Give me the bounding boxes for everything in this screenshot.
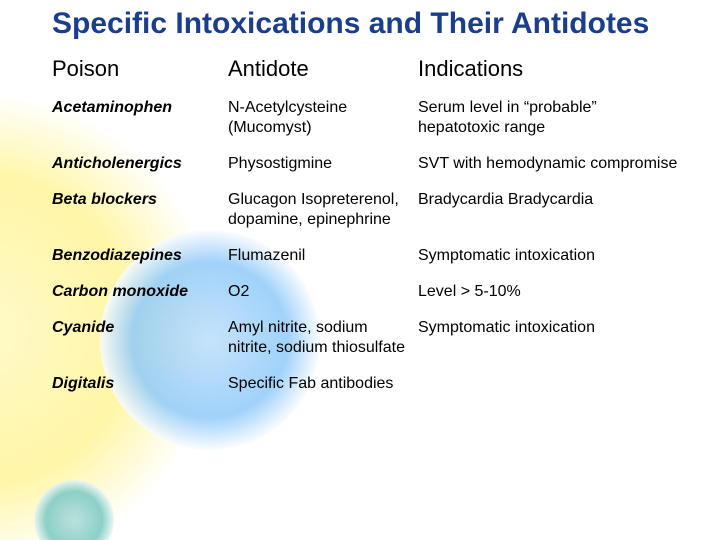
table-header-row: Poison Antidote Indications <box>52 52 692 92</box>
indication-cell <box>418 368 692 404</box>
antidote-cell: Specific Fab antibodies <box>228 368 418 404</box>
poison-cell: Benzodiazepines <box>52 240 228 276</box>
antidote-cell: O2 <box>228 276 418 312</box>
poison-cell: Beta blockers <box>52 184 228 240</box>
table-row: Acetaminophen N-Acetylcysteine (Mucomyst… <box>52 92 692 148</box>
poison-cell: Acetaminophen <box>52 92 228 148</box>
table-row: Digitalis Specific Fab antibodies <box>52 368 692 404</box>
table-row: Benzodiazepines Flumazenil Symptomatic i… <box>52 240 692 276</box>
table-row: Beta blockers Glucagon Isopreterenol, do… <box>52 184 692 240</box>
indication-cell: Bradycardia Bradycardia <box>418 184 692 240</box>
antidote-cell: N-Acetylcysteine (Mucomyst) <box>228 92 418 148</box>
antidote-cell: Amyl nitrite, sodium nitrite, sodium thi… <box>228 312 418 368</box>
antidote-cell: Glucagon Isopreterenol, dopamine, epinep… <box>228 184 418 240</box>
antidote-cell: Flumazenil <box>228 240 418 276</box>
indication-cell: Symptomatic intoxication <box>418 240 692 276</box>
table-row: Cyanide Amyl nitrite, sodium nitrite, so… <box>52 312 692 368</box>
col-header-poison: Poison <box>52 52 228 92</box>
poison-cell: Digitalis <box>52 368 228 404</box>
col-header-indications: Indications <box>418 52 692 92</box>
table-row: Anticholenergics Physostigmine SVT with … <box>52 148 692 184</box>
indication-cell: Symptomatic intoxication <box>418 312 692 368</box>
poison-cell: Cyanide <box>52 312 228 368</box>
poison-cell: Carbon monoxide <box>52 276 228 312</box>
page-title: Specific Intoxications and Their Antidot… <box>52 8 696 40</box>
slide-content: Specific Intoxications and Their Antidot… <box>0 0 720 404</box>
indication-cell: SVT with hemodynamic compromise <box>418 148 692 184</box>
table-row: Carbon monoxide O2 Level > 5-10% <box>52 276 692 312</box>
antidote-table: Poison Antidote Indications Acetaminophe… <box>52 52 692 404</box>
indication-cell: Level > 5-10% <box>418 276 692 312</box>
indication-cell: Serum level in “probable” hepatotoxic ra… <box>418 92 692 148</box>
antidote-cell: Physostigmine <box>228 148 418 184</box>
col-header-antidote: Antidote <box>228 52 418 92</box>
poison-cell: Anticholenergics <box>52 148 228 184</box>
